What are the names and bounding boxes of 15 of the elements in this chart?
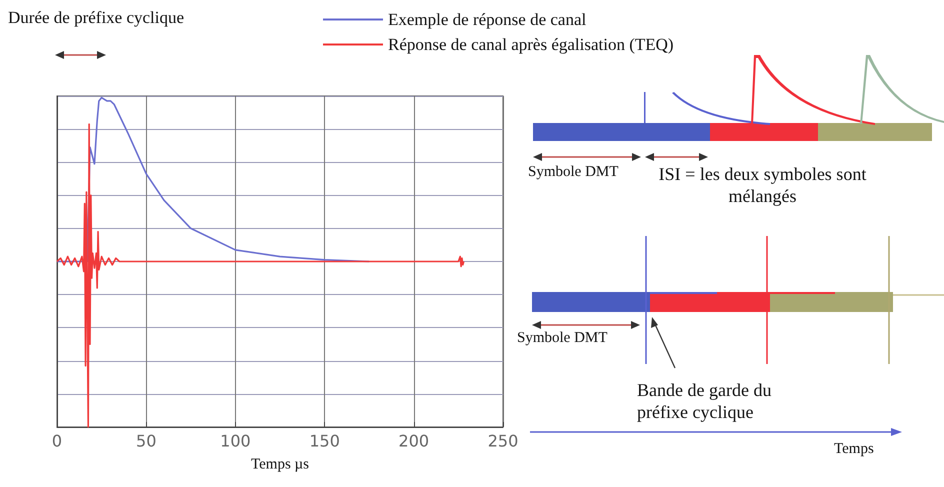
text: Symbole DMT	[528, 163, 618, 181]
x-tick-label: 250	[488, 432, 518, 450]
text: Bande de garde du préfixe cyclique	[637, 380, 772, 424]
text: Durée de préfixe cyclique	[8, 8, 184, 28]
text: Temps	[834, 440, 874, 458]
x-tick-label: 0	[52, 432, 62, 450]
x-tick-label: 50	[136, 432, 156, 450]
x-tick-label: 150	[309, 432, 340, 450]
text: ISI = les deux symboles sont mélangés	[658, 164, 868, 208]
x-tick-label: 100	[220, 432, 251, 450]
legend-label: Exemple de réponse de canal	[388, 10, 587, 29]
legend-label: Réponse de canal après égalisation (TEQ)	[388, 35, 674, 54]
x-axis-title: Temps µs	[250, 456, 310, 472]
text: Symbole DMT	[517, 329, 608, 347]
x-tick-label: 200	[398, 432, 430, 450]
